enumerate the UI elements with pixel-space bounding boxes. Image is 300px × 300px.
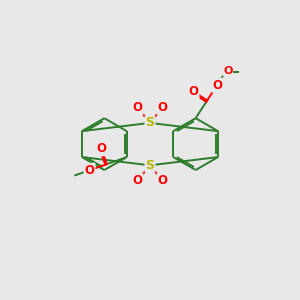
Text: O: O xyxy=(212,79,222,92)
Text: O: O xyxy=(133,101,142,114)
Text: S: S xyxy=(146,116,154,129)
Text: O: O xyxy=(133,174,142,187)
Text: O: O xyxy=(189,85,199,98)
Text: S: S xyxy=(146,159,154,172)
Text: O: O xyxy=(96,142,106,155)
Text: O: O xyxy=(223,66,232,76)
Text: O: O xyxy=(158,101,167,114)
Text: O: O xyxy=(85,164,94,177)
Text: O: O xyxy=(158,174,167,187)
